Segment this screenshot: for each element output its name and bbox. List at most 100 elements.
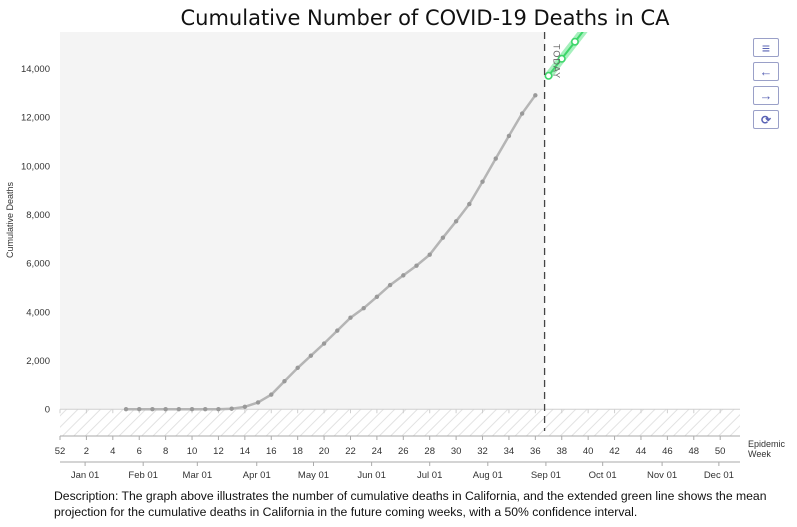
observed-point	[533, 93, 538, 98]
y-axis: 0 2,000 4,000 6,000 8,000 10,000 12,000 14,000	[21, 64, 50, 416]
week-tick-label: 42	[609, 446, 620, 457]
y-tick-label: 10,000	[21, 161, 50, 172]
month-tick-label: Sep 01	[531, 470, 561, 481]
menu-button[interactable]: ≡	[753, 38, 779, 57]
month-tick-label: Feb 01	[128, 470, 158, 481]
month-tick-label: Jun 01	[357, 470, 386, 481]
week-tick-label: 48	[688, 446, 699, 457]
week-tick-label: 4	[110, 446, 115, 457]
x-axis: 52 2 4 6 8 10 12 14 16 18 20 22 24 26 28 30 32 34 36 38 40 42…	[55, 409, 740, 481]
month-tick-label: Oct 01	[589, 470, 617, 481]
week-tick-label: 50	[715, 446, 726, 457]
next-button[interactable]: →	[753, 86, 779, 105]
y-tick-label: 8,000	[26, 210, 50, 221]
observed-point	[163, 407, 168, 412]
week-tick-label: 36	[530, 446, 541, 457]
week-tick-label: 20	[319, 446, 330, 457]
week-tick-label: 34	[504, 446, 515, 457]
week-tick-label: 18	[292, 446, 303, 457]
chart-title: Cumulative Number of COVID-19 Deaths in …	[181, 6, 671, 30]
observed-point	[414, 263, 419, 268]
week-tick-label: 40	[583, 446, 594, 457]
observed-point	[123, 407, 129, 412]
observed-point	[295, 365, 300, 371]
week-tick-label: 46	[662, 446, 673, 457]
y-tick-label: 2,000	[26, 356, 50, 367]
observed-point	[269, 392, 274, 397]
week-tick-label: 26	[398, 446, 409, 457]
y-tick-label: 6,000	[26, 259, 50, 270]
refresh-button[interactable]: ⟳	[753, 110, 779, 129]
week-tick-label: 14	[240, 446, 251, 457]
chart-description: Description: The graph above illustrates…	[54, 489, 767, 519]
x-axis-label-line2: Week	[748, 449, 771, 459]
observed-point	[480, 179, 485, 184]
y-tick-label: 0	[45, 405, 50, 416]
refresh-icon: ⟳	[760, 112, 772, 127]
y-tick-label: 4,000	[26, 307, 50, 318]
x-axis-label-line1: Epidemic	[748, 439, 786, 449]
observed-point	[282, 379, 287, 384]
observed-point	[308, 353, 314, 358]
projection-point	[557, 54, 566, 63]
observed-point	[387, 282, 393, 288]
y-tick-label: 12,000	[21, 113, 50, 124]
week-tick-label: 16	[266, 446, 277, 457]
observed-point	[453, 219, 459, 224]
observed-point	[348, 315, 353, 320]
month-tick-label: May 01	[298, 470, 329, 481]
week-tick-label: 10	[187, 446, 198, 457]
observed-point	[229, 406, 234, 411]
observed-point	[335, 328, 340, 333]
negative-region	[60, 409, 740, 436]
week-tick-label: 28	[424, 446, 435, 457]
observed-point	[176, 407, 182, 412]
projection-point	[570, 37, 579, 46]
observed-point	[216, 407, 221, 412]
past-region	[60, 32, 545, 410]
month-tick-label: Aug 01	[473, 470, 503, 481]
today-label: TODAY	[552, 44, 562, 79]
y-tick-label: 14,000	[21, 64, 50, 75]
previous-button[interactable]: ←	[753, 62, 779, 81]
month-tick-label: Nov 01	[647, 470, 677, 481]
series-group	[123, 32, 588, 412]
week-tick-label: 32	[477, 446, 488, 457]
y-axis-label: Cumulative Deaths	[5, 181, 15, 258]
week-tick-label: 38	[556, 446, 567, 457]
observed-point	[493, 156, 498, 161]
observed-point	[150, 407, 155, 412]
chart: Cumulative Number of COVID-19 Deaths in …	[5, 6, 786, 481]
observed-point	[506, 133, 512, 139]
observed-point	[467, 201, 472, 207]
week-tick-label: 12	[213, 446, 224, 457]
observed-point	[242, 404, 248, 409]
month-tick-label: Apr 01	[243, 470, 271, 481]
observed-point	[440, 235, 446, 240]
week-tick-label: 30	[451, 446, 462, 457]
arrow-left-icon: ←	[759, 64, 773, 79]
week-tick-label: 22	[345, 446, 356, 457]
observed-point	[255, 400, 261, 405]
week-tick-label: 8	[163, 446, 168, 457]
observed-point	[321, 341, 327, 346]
week-tick-label: 6	[137, 446, 142, 457]
observed-point	[137, 407, 142, 412]
month-tick-label: Mar 01	[183, 470, 213, 481]
observed-point	[401, 273, 406, 278]
week-tick-label: 52	[55, 446, 66, 457]
menu-icon: ≡	[761, 39, 771, 56]
observed-point	[519, 111, 525, 116]
week-tick-label: 2	[84, 446, 89, 457]
observed-point	[189, 407, 195, 412]
observed-point	[427, 252, 432, 257]
arrow-right-icon: →	[759, 88, 773, 103]
month-tick-label: Jan 01	[71, 470, 100, 481]
month-tick-label: Dec 01	[704, 470, 734, 481]
projection-point	[544, 71, 553, 80]
week-tick-label: 24	[372, 446, 383, 457]
observed-point	[203, 407, 208, 412]
observed-point	[361, 306, 366, 311]
observed-point	[374, 294, 380, 299]
week-tick-label: 44	[636, 446, 647, 457]
